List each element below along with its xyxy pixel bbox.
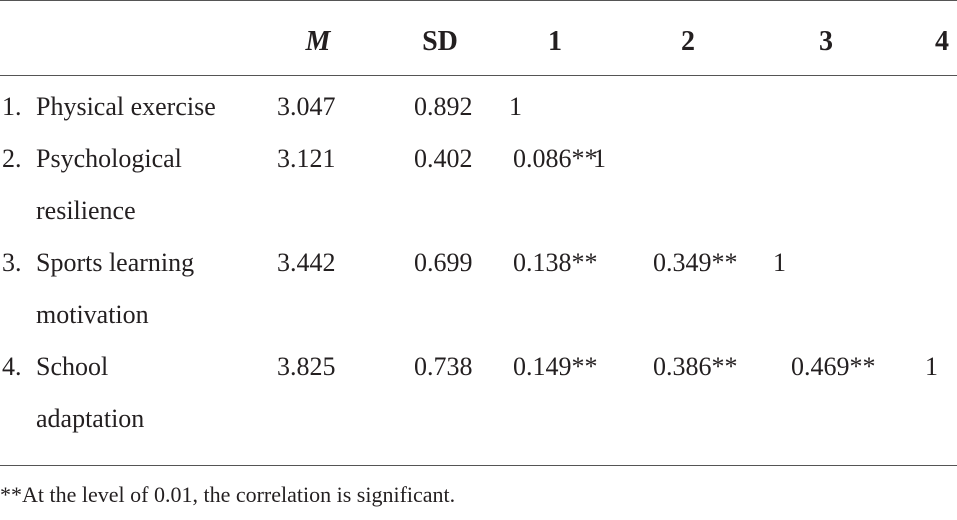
column-header: M — [305, 26, 331, 57]
row-label: School — [36, 352, 109, 381]
correlation-cell: 0.386** — [653, 352, 738, 381]
sd-cell: 0.699 — [414, 248, 473, 277]
row-label: Sports learning — [36, 248, 195, 277]
correlation-cell: 0.138** — [513, 248, 598, 277]
correlation-cell: 1 — [593, 144, 606, 173]
footnote: **At the level of 0.01, the correlation … — [0, 482, 456, 507]
correlation-cell: 1 — [509, 92, 522, 121]
row-number: 4. — [2, 352, 22, 381]
row-label: adaptation — [36, 404, 145, 433]
correlation-cell: 0.349** — [653, 248, 738, 277]
sd-cell: 0.738 — [414, 352, 473, 381]
row-label: Physical exercise — [36, 92, 216, 121]
mean-cell: 3.047 — [277, 92, 336, 121]
correlation-cell: 0.149** — [513, 352, 598, 381]
row-number: 1. — [2, 92, 22, 121]
column-header: 1 — [548, 26, 562, 57]
sd-cell: 0.892 — [414, 92, 473, 121]
column-header: SD — [422, 26, 458, 57]
sd-cell: 0.402 — [414, 144, 473, 173]
row-label: motivation — [36, 300, 149, 329]
correlation-cell: 1 — [925, 352, 938, 381]
mean-cell: 3.825 — [277, 352, 336, 381]
row-number: 3. — [2, 248, 22, 277]
mean-cell: 3.121 — [277, 144, 336, 173]
row-label: resilience — [36, 196, 136, 225]
mean-cell: 3.442 — [277, 248, 336, 277]
correlation-cell: 0.086** — [513, 144, 598, 173]
row-number: 2. — [2, 144, 22, 173]
column-header: 2 — [681, 26, 695, 57]
rule-header — [0, 75, 957, 76]
correlation-cell: 0.469** — [791, 352, 876, 381]
correlation-cell: 1 — [773, 248, 786, 277]
rule-top — [0, 0, 957, 1]
column-header: 4 — [935, 26, 949, 57]
column-header: 3 — [819, 26, 833, 57]
row-label: Psychological — [36, 144, 182, 173]
rule-bottom — [0, 465, 957, 466]
